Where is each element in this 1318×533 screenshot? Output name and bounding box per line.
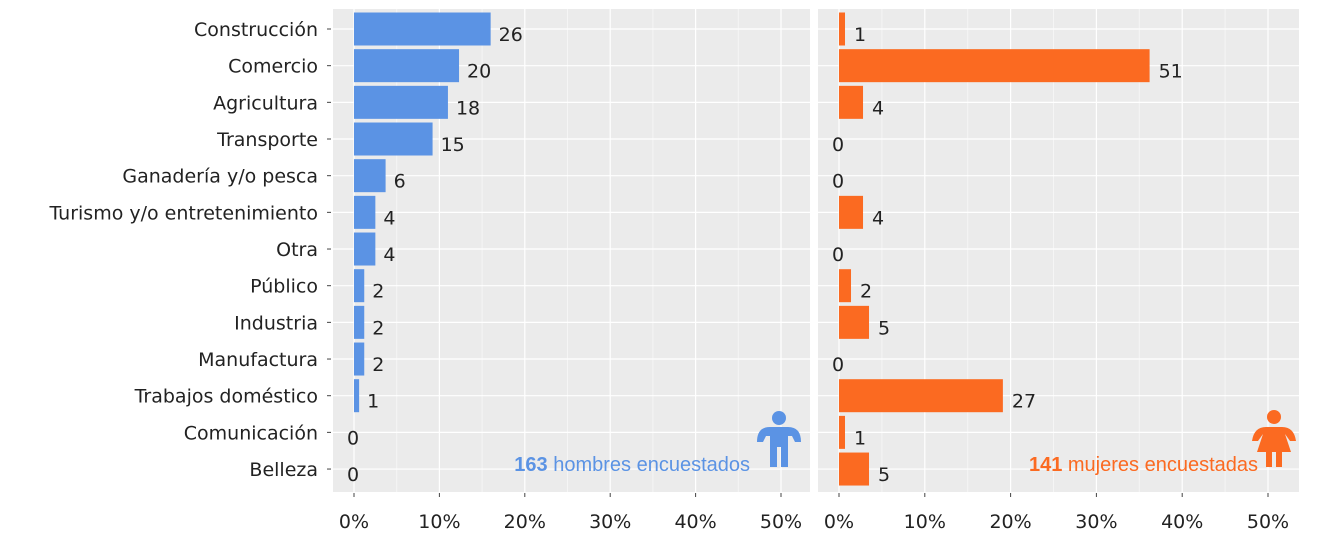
bar-comunicacion xyxy=(839,415,846,449)
category-label-publico: Público xyxy=(250,276,318,298)
respondents-text: mujeres encuestadas xyxy=(1068,454,1258,476)
value-label-industria: 2 xyxy=(372,317,384,339)
bar-publico xyxy=(354,269,365,303)
bar-agricultura xyxy=(839,85,864,119)
value-label-belleza: 5 xyxy=(878,464,890,486)
bar-otra xyxy=(354,232,376,266)
bar-trabajos-domestico xyxy=(839,379,1003,413)
bar-publico xyxy=(839,269,852,303)
category-label-industria: Industria xyxy=(234,312,318,334)
bar-industria xyxy=(354,305,365,339)
woman-icon xyxy=(1252,410,1296,467)
value-label-comunicacion: 0 xyxy=(347,427,359,449)
x-tick-label: 30% xyxy=(589,511,631,533)
category-label-belleza: Belleza xyxy=(249,459,318,481)
value-label-comercio: 51 xyxy=(1159,61,1183,83)
x-tick-label: 20% xyxy=(989,511,1031,533)
value-label-belleza: 0 xyxy=(347,464,359,486)
category-label-manufactura: Manufactura xyxy=(198,349,318,371)
value-label-publico: 2 xyxy=(372,281,384,303)
value-label-manufactura: 2 xyxy=(372,354,384,376)
value-label-comunicacion: 1 xyxy=(854,427,866,449)
bar-belleza xyxy=(839,452,870,486)
value-label-construccion: 1 xyxy=(854,24,866,46)
value-label-industria: 5 xyxy=(878,317,890,339)
x-tick-label: 0% xyxy=(339,511,369,533)
category-label-construccion: Construcción xyxy=(194,19,318,41)
bar-comercio xyxy=(839,49,1150,83)
category-label-comunicacion: Comunicación xyxy=(184,422,318,444)
bar-comercio xyxy=(354,49,460,83)
x-tick-label: 50% xyxy=(1247,511,1289,533)
bar-agricultura xyxy=(354,85,448,119)
category-label-ganaderia-y-o-pesca: Ganadería y/o pesca xyxy=(122,166,318,188)
respondents-count: 163 xyxy=(514,454,553,476)
x-tick-label: 40% xyxy=(674,511,716,533)
value-label-ganaderia-y-o-pesca: 0 xyxy=(832,171,844,193)
bar-construccion xyxy=(354,12,491,46)
value-label-publico: 2 xyxy=(860,281,872,303)
value-label-agricultura: 4 xyxy=(872,97,884,119)
bar-ganaderia-y-o-pesca xyxy=(354,159,386,193)
value-label-construccion: 26 xyxy=(499,24,523,46)
bar-industria xyxy=(839,305,870,339)
bar-construccion xyxy=(839,12,846,46)
x-tick-label: 20% xyxy=(504,511,546,533)
value-label-turismo-y-o-entretenimiento: 4 xyxy=(872,207,884,229)
value-label-agricultura: 18 xyxy=(456,97,480,119)
bar-turismo-y-o-entretenimiento xyxy=(839,195,864,229)
category-label-transporte: Transporte xyxy=(216,129,318,151)
category-label-agricultura: Agricultura xyxy=(213,92,318,114)
category-label-turismo-y-o-entretenimiento: Turismo y/o entretenimiento xyxy=(48,202,318,224)
value-label-transporte: 15 xyxy=(441,134,465,156)
value-label-ganaderia-y-o-pesca: 6 xyxy=(394,171,406,193)
x-tick-label: 10% xyxy=(418,511,460,533)
category-label-trabajos-domestico: Trabajos doméstico xyxy=(134,386,318,408)
value-label-comercio: 20 xyxy=(467,61,491,83)
x-tick-label: 0% xyxy=(824,511,854,533)
value-label-otra: 4 xyxy=(383,244,395,266)
bar-trabajos-domestico xyxy=(354,379,360,413)
bar-transporte xyxy=(354,122,433,156)
category-label-comercio: Comercio xyxy=(228,56,318,78)
respondents-note: 163 hombres encuestados xyxy=(514,454,750,476)
bar-turismo-y-o-entretenimiento xyxy=(354,195,376,229)
bar-manufactura xyxy=(354,342,365,376)
value-label-otra: 0 xyxy=(832,244,844,266)
value-label-trabajos-domestico: 27 xyxy=(1012,391,1036,413)
respondents-note: 141 mujeres encuestadas xyxy=(1029,454,1258,476)
respondents-count: 141 xyxy=(1029,454,1068,476)
x-tick-label: 50% xyxy=(760,511,802,533)
value-label-manufactura: 0 xyxy=(832,354,844,376)
value-label-turismo-y-o-entretenimiento: 4 xyxy=(383,207,395,229)
respondents-text: hombres encuestados xyxy=(553,454,750,476)
x-tick-label: 10% xyxy=(904,511,946,533)
x-tick-label: 40% xyxy=(1161,511,1203,533)
category-label-otra: Otra xyxy=(276,239,318,261)
x-tick-label: 30% xyxy=(1075,511,1117,533)
value-label-trabajos-domestico: 1 xyxy=(367,391,379,413)
value-label-transporte: 0 xyxy=(832,134,844,156)
man-icon xyxy=(757,411,801,467)
